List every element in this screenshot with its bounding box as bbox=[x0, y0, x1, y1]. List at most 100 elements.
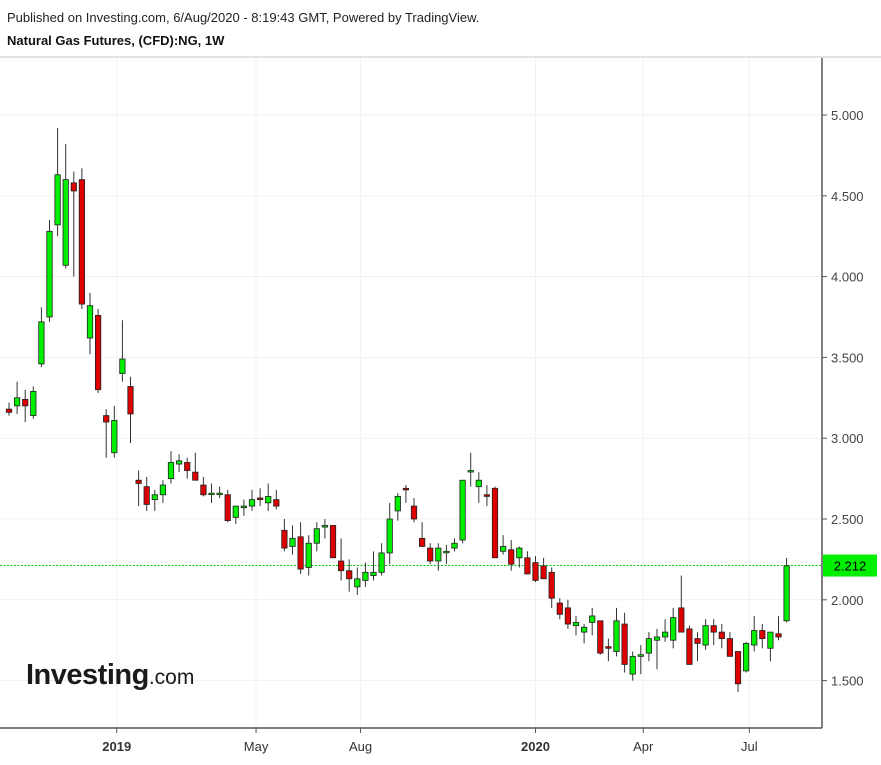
candle-body[interactable] bbox=[313, 528, 320, 544]
candle-body[interactable] bbox=[200, 484, 207, 496]
candle-body[interactable] bbox=[346, 570, 353, 580]
candle-body[interactable] bbox=[70, 182, 77, 192]
candle-body[interactable] bbox=[686, 628, 693, 665]
candle-body[interactable] bbox=[734, 651, 742, 685]
candle-body[interactable] bbox=[265, 495, 272, 504]
candle-body[interactable] bbox=[362, 571, 369, 581]
candle-body[interactable] bbox=[143, 486, 150, 505]
candle-body[interactable] bbox=[710, 625, 717, 633]
candle-body[interactable] bbox=[354, 578, 361, 588]
candles-layer[interactable] bbox=[5, 127, 790, 692]
candle-body[interactable] bbox=[637, 654, 644, 657]
candle-body[interactable] bbox=[548, 571, 555, 599]
candle-body[interactable] bbox=[370, 571, 377, 576]
candle-body[interactable] bbox=[5, 408, 13, 413]
candle-body[interactable] bbox=[273, 499, 280, 507]
candle-body[interactable] bbox=[508, 549, 515, 565]
candle-body[interactable] bbox=[175, 460, 183, 465]
candle-body[interactable] bbox=[451, 542, 458, 549]
candle-body[interactable] bbox=[38, 321, 45, 365]
investing-logo[interactable]: Investing.com bbox=[26, 659, 194, 692]
candle-body[interactable] bbox=[119, 358, 126, 374]
candle-body[interactable] bbox=[256, 497, 264, 501]
candle-body[interactable] bbox=[435, 547, 442, 562]
candle-body[interactable] bbox=[467, 470, 474, 473]
candle-body[interactable] bbox=[289, 537, 296, 547]
candle-body[interactable] bbox=[718, 631, 725, 639]
candle-body[interactable] bbox=[613, 620, 620, 652]
candle-body[interactable] bbox=[54, 174, 61, 226]
candle-body[interactable] bbox=[78, 179, 85, 305]
candle-body[interactable] bbox=[589, 615, 596, 623]
candle-body[interactable] bbox=[46, 230, 53, 318]
candle-body[interactable] bbox=[475, 479, 482, 488]
candle-body[interactable] bbox=[62, 179, 69, 266]
candle-body[interactable] bbox=[192, 471, 199, 481]
candle-body[interactable] bbox=[694, 638, 701, 644]
candle-body[interactable] bbox=[597, 620, 604, 654]
candle-body[interactable] bbox=[581, 626, 588, 633]
candle-body[interactable] bbox=[378, 552, 385, 573]
candle-body[interactable] bbox=[232, 505, 239, 518]
candle-body[interactable] bbox=[572, 622, 580, 627]
candle-body[interactable] bbox=[111, 420, 118, 454]
candle-body[interactable] bbox=[556, 602, 563, 615]
candle-body[interactable] bbox=[167, 462, 175, 480]
candle-body[interactable] bbox=[418, 537, 426, 547]
candle-body[interactable] bbox=[491, 487, 499, 559]
candle-body[interactable] bbox=[759, 630, 766, 639]
candle-body[interactable] bbox=[516, 547, 523, 559]
candle-body[interactable] bbox=[281, 529, 288, 549]
candle-body[interactable] bbox=[135, 479, 142, 484]
candle-body[interactable] bbox=[670, 617, 677, 641]
candle-body[interactable] bbox=[184, 462, 191, 471]
candle-body[interactable] bbox=[321, 525, 329, 528]
candle-body[interactable] bbox=[103, 415, 110, 423]
candle-body[interactable] bbox=[483, 494, 491, 497]
candle-body[interactable] bbox=[224, 494, 231, 522]
candle-body[interactable] bbox=[159, 484, 166, 496]
candle-body[interactable] bbox=[629, 655, 636, 675]
candle-body[interactable] bbox=[402, 487, 410, 491]
candle-body[interactable] bbox=[459, 479, 466, 541]
candle-body[interactable] bbox=[151, 494, 158, 501]
candle-body[interactable] bbox=[305, 542, 312, 568]
candle-body[interactable] bbox=[767, 631, 774, 649]
candle-body[interactable] bbox=[297, 536, 304, 570]
candle-body[interactable] bbox=[443, 550, 450, 554]
candle-body[interactable] bbox=[248, 499, 256, 507]
candle-body[interactable] bbox=[564, 607, 572, 625]
candle-body[interactable] bbox=[22, 399, 29, 407]
candle-body[interactable] bbox=[605, 646, 612, 649]
candle-body[interactable] bbox=[427, 547, 434, 562]
candle-body[interactable] bbox=[751, 630, 758, 646]
candle-body[interactable] bbox=[678, 607, 685, 633]
candle-body[interactable] bbox=[216, 492, 223, 496]
candle-body[interactable] bbox=[394, 495, 401, 512]
candle-body[interactable] bbox=[702, 625, 709, 646]
candle-body[interactable] bbox=[386, 518, 393, 554]
candle-body[interactable] bbox=[621, 623, 628, 665]
candle-body[interactable] bbox=[329, 525, 337, 559]
candle-body[interactable] bbox=[127, 386, 134, 415]
candle-body[interactable] bbox=[726, 638, 734, 657]
candle-body[interactable] bbox=[524, 557, 531, 575]
candle-body[interactable] bbox=[532, 562, 539, 581]
candle-body[interactable] bbox=[240, 505, 247, 509]
candle-body[interactable] bbox=[208, 492, 215, 496]
candle-body[interactable] bbox=[410, 505, 418, 520]
candle-body[interactable] bbox=[775, 633, 782, 638]
candle-body[interactable] bbox=[662, 631, 669, 638]
candle-body[interactable] bbox=[743, 643, 750, 672]
candle-body[interactable] bbox=[86, 305, 94, 339]
candle-body[interactable] bbox=[95, 314, 102, 391]
candle-body[interactable] bbox=[499, 546, 507, 552]
candle-body[interactable] bbox=[337, 560, 345, 572]
candle-body[interactable] bbox=[13, 397, 21, 407]
candle-body[interactable] bbox=[540, 565, 547, 580]
candle-body[interactable] bbox=[783, 565, 790, 622]
candle-body[interactable] bbox=[645, 638, 653, 654]
candle-body[interactable] bbox=[30, 390, 37, 416]
candle-body[interactable] bbox=[653, 636, 661, 641]
